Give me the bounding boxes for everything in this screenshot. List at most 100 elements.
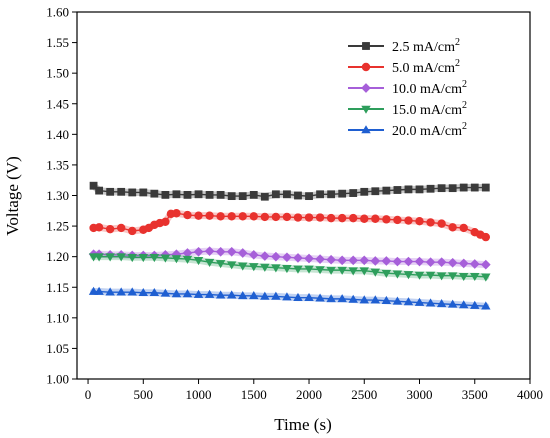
data-point (271, 190, 280, 199)
data-point (249, 291, 259, 300)
data-point (193, 257, 204, 266)
data-point (404, 216, 413, 225)
data-point (458, 300, 469, 309)
legend-entry-4: 20.0 mA/cm2 (348, 121, 467, 139)
data-point (271, 291, 281, 300)
data-point (304, 265, 314, 274)
data-point (293, 292, 303, 301)
data-point (304, 213, 314, 222)
data-point (447, 257, 458, 268)
data-point (348, 294, 358, 303)
legend-label-superscript: 2 (462, 79, 467, 90)
data-point (326, 294, 336, 303)
data-point (89, 181, 98, 190)
data-point (260, 212, 270, 222)
legend-marker (361, 62, 371, 72)
y-tick-label: 1.00 (46, 372, 69, 387)
legend-label: 2.5 mA/cm2 (392, 37, 460, 55)
legend-entry-2: 10.0 mA/cm2 (348, 79, 467, 97)
y-tick-label: 1.15 (46, 280, 69, 295)
data-point (216, 212, 225, 221)
data-point (94, 253, 104, 262)
data-point (337, 266, 347, 275)
data-point (193, 289, 204, 298)
x-tick-label: 0 (85, 387, 92, 402)
data-point (315, 293, 325, 302)
data-point (381, 256, 392, 266)
data-point (172, 190, 181, 199)
data-point (282, 292, 292, 301)
data-point (415, 185, 424, 194)
data-point (249, 190, 258, 199)
data-point (294, 191, 302, 200)
data-point (282, 212, 292, 222)
data-point (425, 257, 436, 267)
data-point (127, 287, 137, 296)
x-tick-label: 2500 (351, 387, 377, 402)
data-point (205, 190, 214, 199)
data-point (127, 253, 137, 263)
data-point (337, 255, 347, 266)
series-1 (89, 209, 491, 242)
data-point (293, 265, 303, 274)
data-point (338, 189, 347, 198)
data-point (316, 190, 324, 199)
data-point (106, 187, 115, 196)
data-point (359, 267, 369, 276)
series-3 (88, 253, 491, 282)
y-tick-label: 1.55 (46, 35, 69, 50)
data-point (139, 188, 148, 197)
data-point (436, 298, 447, 308)
data-point (304, 292, 314, 301)
data-point (171, 255, 182, 264)
data-point (481, 183, 490, 192)
data-point (348, 267, 358, 276)
data-point (238, 192, 247, 201)
data-point (204, 246, 215, 256)
data-point (216, 190, 225, 199)
data-point (382, 186, 391, 195)
data-point (459, 183, 468, 192)
data-point (238, 212, 247, 221)
data-point (337, 294, 347, 303)
data-point (116, 223, 126, 233)
data-point (227, 212, 236, 221)
data-point (448, 223, 457, 232)
data-point (360, 187, 369, 196)
data-point (215, 260, 226, 269)
data-point (171, 289, 182, 298)
data-point (183, 210, 192, 220)
data-point (425, 271, 436, 280)
y-tick-label: 1.40 (46, 127, 69, 142)
data-point (426, 184, 435, 193)
data-point (414, 271, 425, 280)
data-point (205, 211, 214, 220)
legend-label: 15.0 mA/cm2 (392, 100, 467, 118)
data-point (470, 272, 480, 282)
data-point (470, 183, 479, 192)
data-point (149, 253, 160, 263)
axis-layer: 0 500 1000 1500 2000 2500 3000 3500 4000 1.00 1.05… (46, 5, 543, 403)
y-tick-label: 1.45 (46, 96, 69, 111)
data-point (226, 290, 237, 299)
x-axis-title: Time (s) (274, 415, 331, 434)
x-tick-label: 1000 (186, 387, 212, 402)
data-point (226, 261, 237, 270)
data-point (149, 287, 160, 297)
data-point (459, 223, 468, 233)
data-point (381, 269, 392, 278)
y-tick-label: 1.25 (46, 219, 69, 234)
legend-label-superscript: 2 (462, 121, 467, 132)
data-point (138, 287, 149, 297)
data-point (480, 259, 491, 270)
data-point (183, 190, 192, 199)
x-tick-label: 1500 (241, 387, 267, 402)
data-point (138, 253, 149, 263)
data-point (105, 224, 115, 234)
legend-label: 10.0 mA/cm2 (392, 79, 467, 97)
legend-marker (362, 42, 370, 50)
data-point (117, 187, 126, 196)
data-point (447, 272, 458, 281)
data-point (370, 268, 381, 277)
data-point (403, 297, 414, 306)
